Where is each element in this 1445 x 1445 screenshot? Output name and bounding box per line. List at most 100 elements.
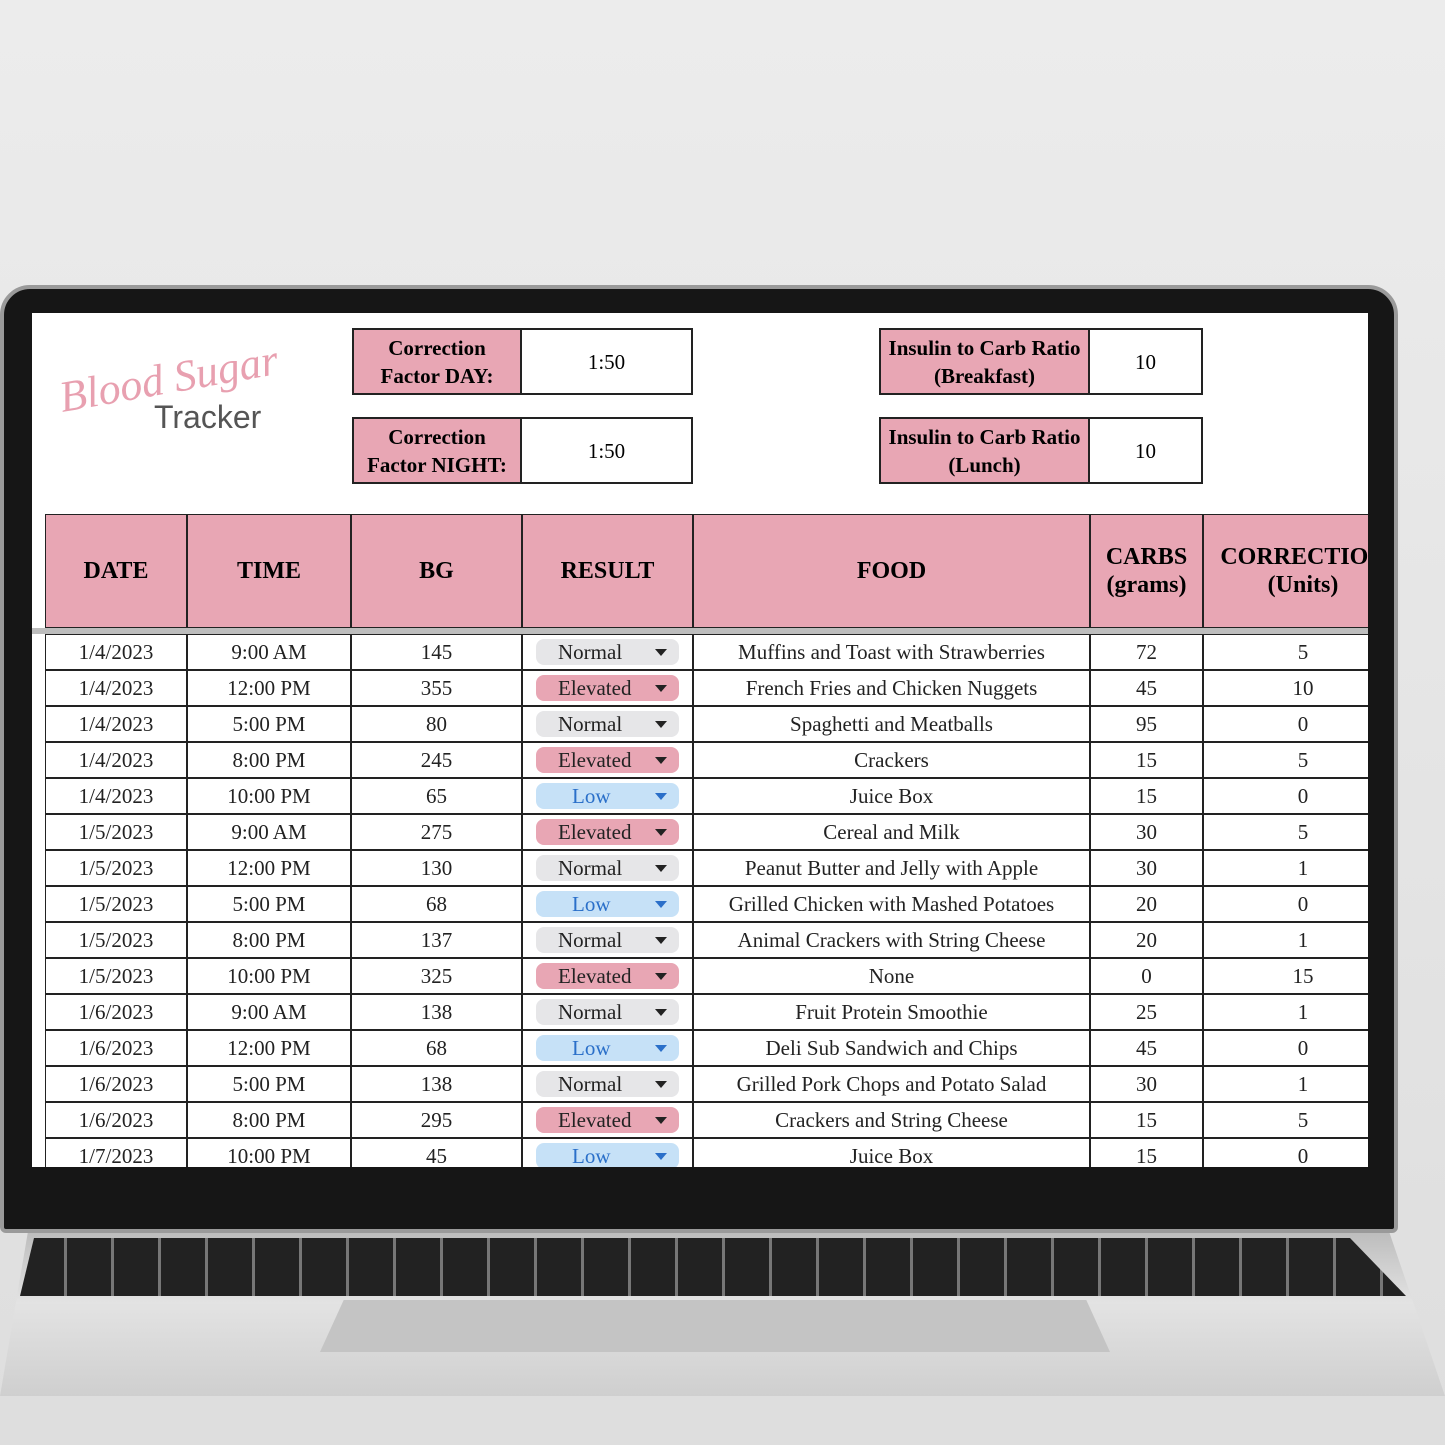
result-dropdown[interactable]: Normal (536, 855, 679, 881)
table-cell: Cereal and Milk (693, 814, 1090, 850)
column-header: TIME (187, 514, 351, 628)
table-cell: 12:00 PM (187, 670, 351, 706)
table-cell: 10:00 PM (187, 958, 351, 994)
keyboard (20, 1238, 1406, 1296)
table-cell: 10:00 PM (187, 778, 351, 814)
table-cell: 5:00 PM (187, 1066, 351, 1102)
column-header: BG (351, 514, 522, 628)
table-cell: Peanut Butter and Jelly with Apple (693, 850, 1090, 886)
result-dropdown[interactable]: Elevated (536, 675, 679, 701)
setting-label: Insulin to Carb Ratio (Breakfast) (879, 328, 1090, 395)
result-dropdown[interactable]: Normal (536, 999, 679, 1025)
table-cell: Low (522, 1138, 693, 1167)
table-cell: Muffins and Toast with Strawberries (693, 634, 1090, 670)
table-cell: 20 (1090, 922, 1203, 958)
table-cell: 9:00 AM (187, 994, 351, 1030)
table-cell: 145 (351, 634, 522, 670)
result-dropdown[interactable]: Low (536, 1143, 679, 1167)
table-cell: Normal (522, 634, 693, 670)
table-cell: 10:00 PM (187, 1138, 351, 1167)
table-cell: Elevated (522, 814, 693, 850)
result-dropdown[interactable]: Normal (536, 711, 679, 737)
table-cell: Animal Crackers with String Cheese (693, 922, 1090, 958)
result-dropdown[interactable]: Elevated (536, 819, 679, 845)
table-cell: 1/5/2023 (45, 850, 187, 886)
table-cell: Crackers (693, 742, 1090, 778)
table-cell: 1/4/2023 (45, 778, 187, 814)
table-cell: Elevated (522, 742, 693, 778)
table-cell: 1 (1203, 922, 1368, 958)
table-cell: Juice Box (693, 1138, 1090, 1167)
table-cell: 10 (1203, 670, 1368, 706)
table-cell: Spaghetti and Meatballs (693, 706, 1090, 742)
table-cell: 30 (1090, 1066, 1203, 1102)
table-cell: Elevated (522, 1102, 693, 1138)
table-cell: 12:00 PM (187, 1030, 351, 1066)
table-cell: Normal (522, 850, 693, 886)
table-cell: 1/5/2023 (45, 814, 187, 850)
trackpad (320, 1300, 1110, 1352)
table-cell: 95 (1090, 706, 1203, 742)
setting-value: 10 (1090, 328, 1203, 395)
table-cell: Low (522, 1030, 693, 1066)
table-cell: Normal (522, 994, 693, 1030)
table-cell: 1/4/2023 (45, 634, 187, 670)
table-cell: Deli Sub Sandwich and Chips (693, 1030, 1090, 1066)
setting-value: 1:50 (522, 328, 693, 395)
table-cell: 1/4/2023 (45, 706, 187, 742)
setting-label: Correction Factor DAY: (352, 328, 522, 395)
table-cell: 5:00 PM (187, 706, 351, 742)
result-dropdown[interactable]: Elevated (536, 963, 679, 989)
table-cell: 15 (1090, 778, 1203, 814)
table-cell: 45 (1090, 1030, 1203, 1066)
result-dropdown[interactable]: Normal (536, 639, 679, 665)
column-header: DATE (45, 514, 187, 628)
table-cell: 137 (351, 922, 522, 958)
table-cell: Grilled Chicken with Mashed Potatoes (693, 886, 1090, 922)
result-dropdown[interactable]: Normal (536, 1071, 679, 1097)
table-cell: 138 (351, 994, 522, 1030)
logo-text: Tracker (154, 399, 262, 435)
table-cell: 15 (1090, 1138, 1203, 1167)
table-cell: 1 (1203, 994, 1368, 1030)
table-cell: 130 (351, 850, 522, 886)
table-cell: 45 (1090, 670, 1203, 706)
table-cell: 275 (351, 814, 522, 850)
table-cell: 68 (351, 1030, 522, 1066)
result-dropdown[interactable]: Elevated (536, 1107, 679, 1133)
column-header: RESULT (522, 514, 693, 628)
table-cell: 1 (1203, 1066, 1368, 1102)
table-cell: 5 (1203, 814, 1368, 850)
spreadsheet-screen: Blood Sugar Tracker Correction Factor DA… (32, 313, 1368, 1167)
table-cell: Low (522, 886, 693, 922)
result-dropdown[interactable]: Normal (536, 927, 679, 953)
result-dropdown[interactable]: Low (536, 891, 679, 917)
table-cell: 1 (1203, 850, 1368, 886)
column-header: CORRECTION (Units) (1203, 514, 1368, 628)
setting-value: 10 (1090, 417, 1203, 484)
table-cell: 8:00 PM (187, 1102, 351, 1138)
result-dropdown[interactable]: Elevated (536, 747, 679, 773)
table-cell: 1/6/2023 (45, 994, 187, 1030)
table-cell: 0 (1203, 1030, 1368, 1066)
table-cell: 295 (351, 1102, 522, 1138)
table-cell: 1/5/2023 (45, 958, 187, 994)
table-cell: 15 (1090, 742, 1203, 778)
result-dropdown[interactable]: Low (536, 783, 679, 809)
table-cell: 355 (351, 670, 522, 706)
table-cell: 72 (1090, 634, 1203, 670)
table-cell: Normal (522, 922, 693, 958)
result-dropdown[interactable]: Low (536, 1035, 679, 1061)
table-cell: None (693, 958, 1090, 994)
table-cell: French Fries and Chicken Nuggets (693, 670, 1090, 706)
setting-label: Insulin to Carb Ratio (Lunch) (879, 417, 1090, 484)
table-cell: 0 (1203, 886, 1368, 922)
table-cell: 9:00 AM (187, 814, 351, 850)
table-cell: 9:00 AM (187, 634, 351, 670)
table-cell: 80 (351, 706, 522, 742)
table-cell: 15 (1090, 1102, 1203, 1138)
table-cell: 0 (1090, 958, 1203, 994)
table-cell: 5 (1203, 1102, 1368, 1138)
table-cell: 45 (351, 1138, 522, 1167)
